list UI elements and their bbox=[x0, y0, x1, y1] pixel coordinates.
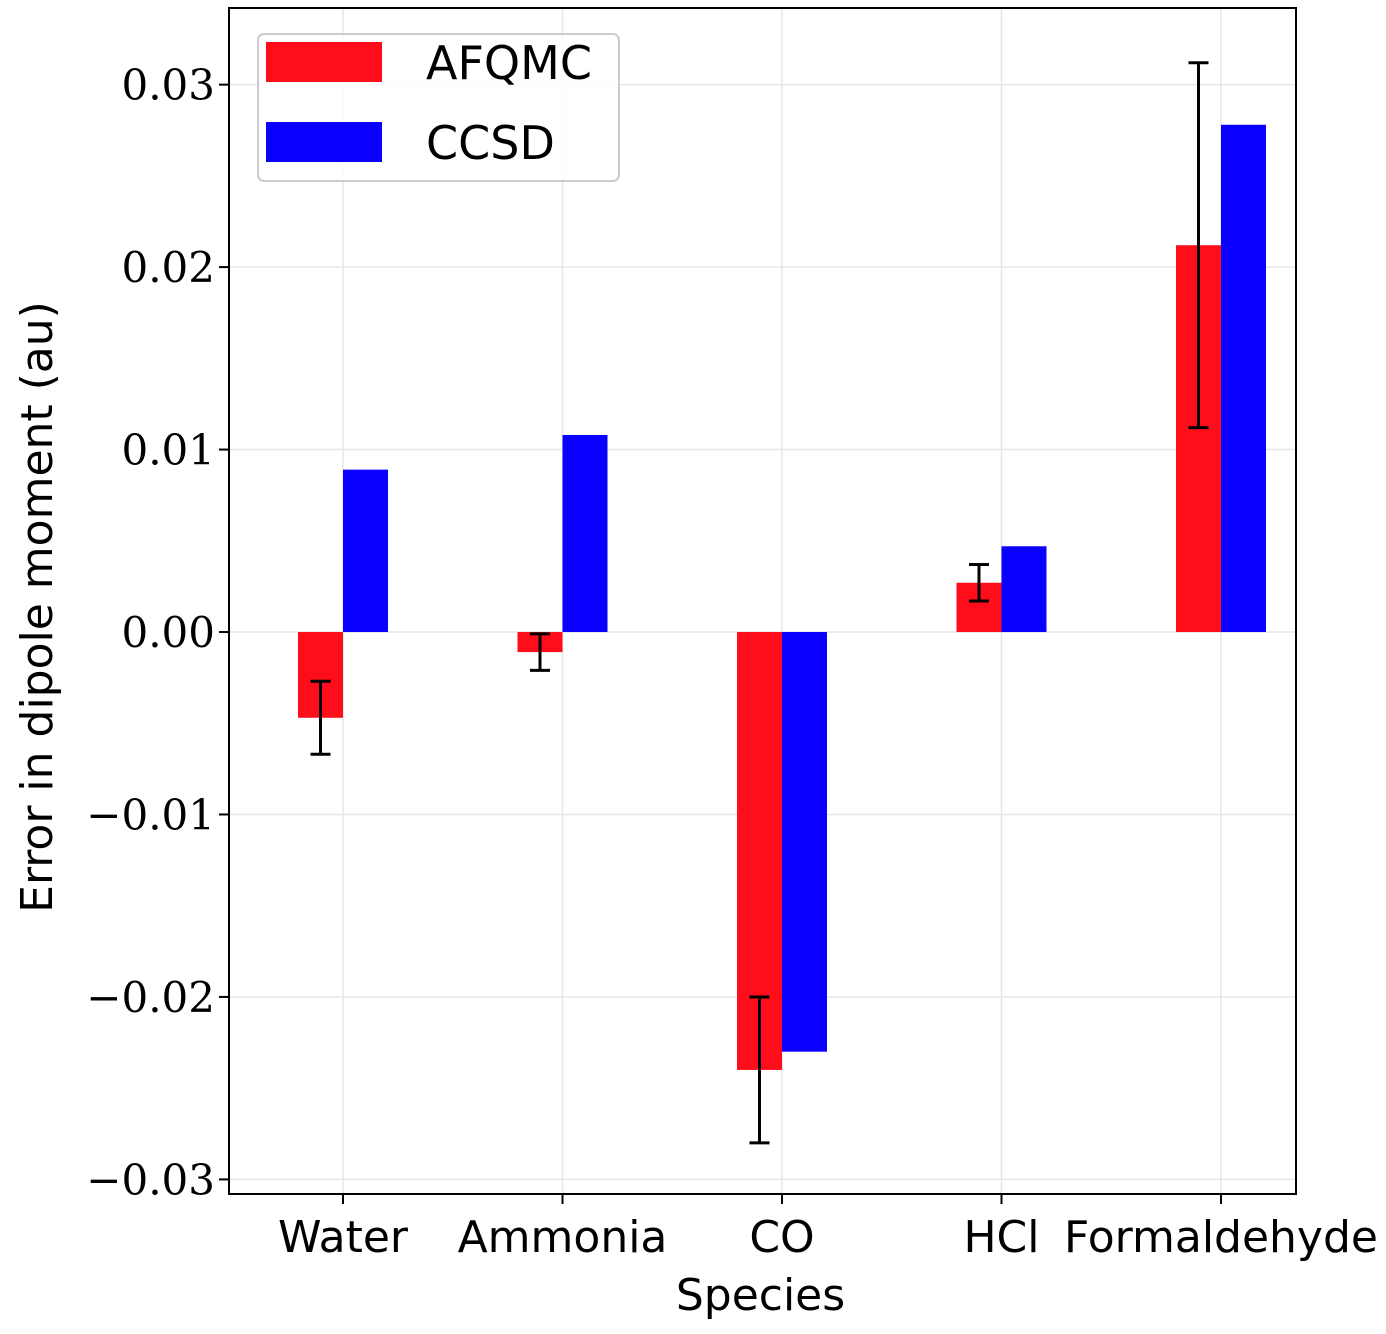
legend-swatch-afqmc bbox=[266, 42, 382, 82]
y-tick-label: −0.01 bbox=[86, 790, 215, 839]
y-tick-label: 0.02 bbox=[121, 243, 215, 292]
y-tick-label: −0.02 bbox=[86, 973, 215, 1022]
y-axis-title: Error in dipole moment (au) bbox=[12, 301, 63, 913]
y-tick-label: −0.03 bbox=[86, 1155, 215, 1204]
x-tick-label: CO bbox=[749, 1212, 814, 1263]
bar-ccsd-formaldehyde bbox=[1221, 124, 1266, 633]
x-axis-ticks: Water Ammonia CO HCl Formaldehyde bbox=[278, 1194, 1378, 1263]
bar-ccsd-co bbox=[782, 632, 827, 1052]
x-tick-label: Water bbox=[278, 1212, 409, 1263]
y-tick-label: 0.03 bbox=[121, 61, 215, 110]
error-bars bbox=[310, 61, 1209, 1145]
bar-ccsd-water bbox=[343, 469, 388, 633]
legend-label-ccsd: CCSD bbox=[426, 116, 555, 170]
legend-swatch-ccsd bbox=[266, 122, 382, 162]
y-tick-label: 0.00 bbox=[121, 608, 215, 657]
x-tick-label: Formaldehyde bbox=[1064, 1212, 1378, 1263]
x-tick-label: Ammonia bbox=[458, 1212, 668, 1263]
legend-label-afqmc: AFQMC bbox=[426, 36, 592, 90]
y-tick-label: 0.01 bbox=[121, 426, 215, 475]
y-axis-ticks: −0.03 −0.02 −0.01 0.00 0.01 0.02 0.03 bbox=[86, 61, 229, 1204]
legend: AFQMC CCSD bbox=[257, 33, 620, 182]
bar-ccsd-ammonia bbox=[562, 434, 608, 633]
plot-frame bbox=[228, 7, 1297, 1195]
bar-ccsd-hcl bbox=[1001, 546, 1047, 633]
x-tick-label: HCl bbox=[963, 1212, 1039, 1263]
x-axis-title: Species bbox=[676, 1270, 845, 1321]
